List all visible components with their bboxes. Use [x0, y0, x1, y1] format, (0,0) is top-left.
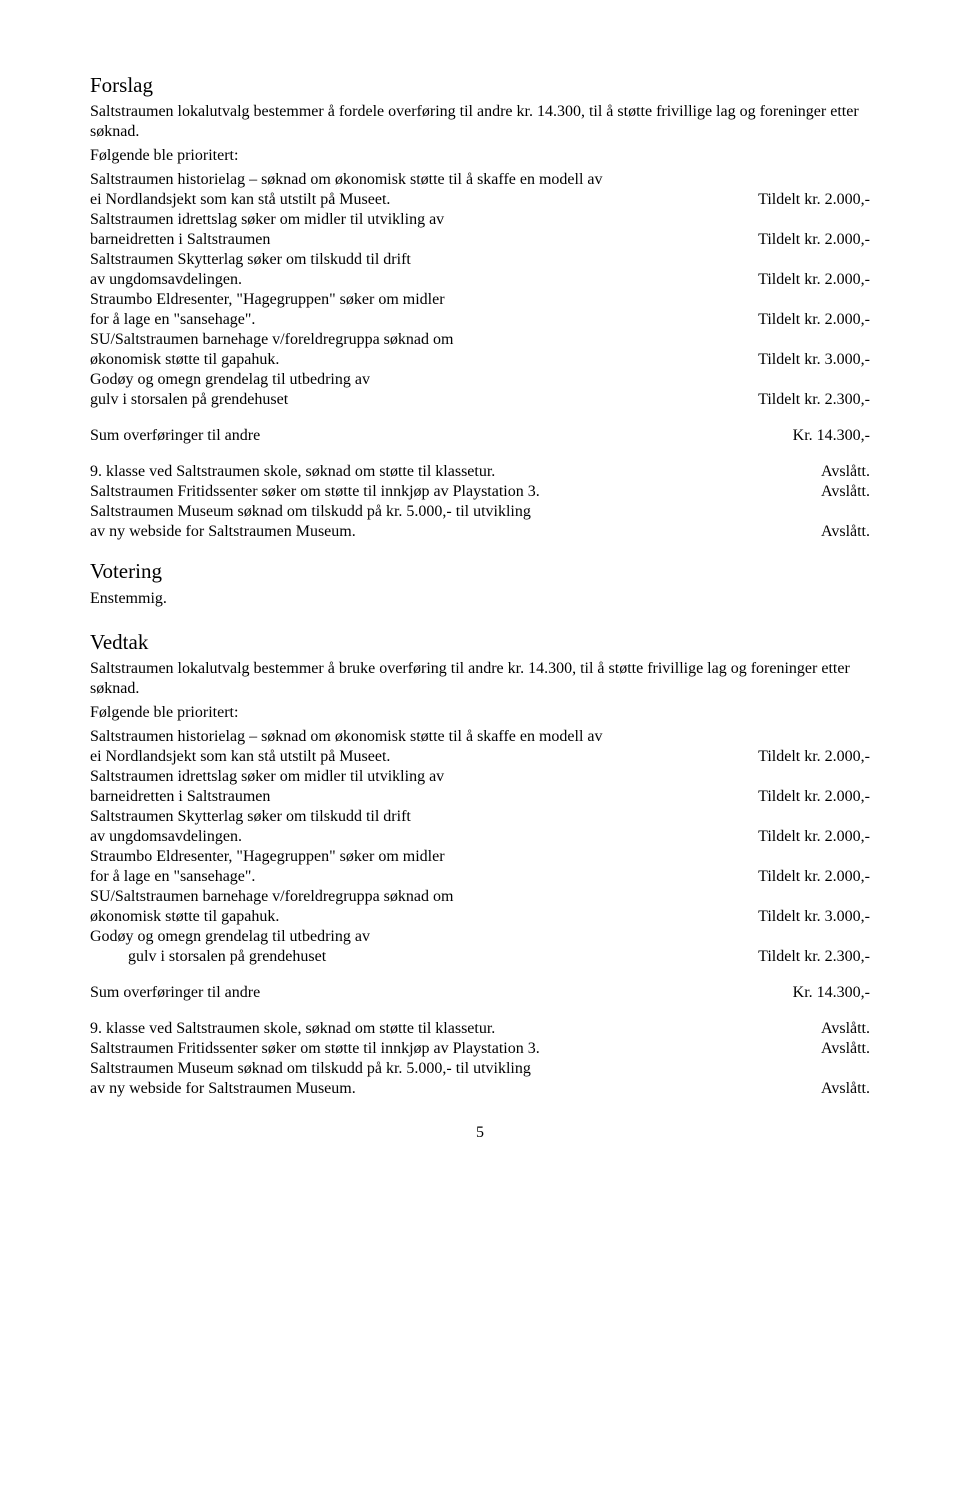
status: Avslått. — [801, 522, 870, 542]
text-line: økonomisk støtte til gapahuk. — [90, 350, 738, 370]
text-line: Straumbo Eldresenter, "Hagegruppen" søke… — [90, 847, 870, 867]
amount: Tildelt kr. 3.000,- — [738, 350, 870, 370]
text-line: Saltstraumen historielag – søknad om øko… — [90, 727, 870, 747]
heading-vedtak: Vedtak — [90, 629, 870, 655]
vedtak-item-4: SU/Saltstraumen barnehage v/foreldregrup… — [90, 887, 870, 927]
amount: Tildelt kr. 3.000,- — [738, 907, 870, 927]
vedtak-intro1: Saltstraumen lokalutvalg bestemmer å bru… — [90, 659, 870, 699]
forslag-rejected-0: 9. klasse ved Saltstraumen skole, søknad… — [90, 462, 870, 482]
text-line: Saltstraumen Skytterlag søker om tilskud… — [90, 250, 870, 270]
text-line: gulv i storsalen på grendehuset — [90, 390, 738, 410]
text-line: Saltstraumen idrettslag søker om midler … — [90, 210, 870, 230]
text-line: av ny webside for Saltstraumen Museum. — [90, 1079, 801, 1099]
vedtak-rejected-0: 9. klasse ved Saltstraumen skole, søknad… — [90, 1019, 870, 1039]
forslag-item-1: Saltstraumen idrettslag søker om midler … — [90, 210, 870, 250]
forslag-item-5: Godøy og omegn grendelag til utbedring a… — [90, 370, 870, 410]
amount: Tildelt kr. 2.300,- — [738, 947, 870, 967]
text-line: barneidretten i Saltstraumen — [90, 230, 738, 250]
text-line: 9. klasse ved Saltstraumen skole, søknad… — [90, 462, 801, 482]
text-line: ei Nordlandsjekt som kan stå utstilt på … — [90, 190, 738, 210]
amount: Tildelt kr. 2.300,- — [738, 390, 870, 410]
text-line: gulv i storsalen på grendehuset — [90, 947, 738, 967]
vedtak-item-1: Saltstraumen idrettslag søker om midler … — [90, 767, 870, 807]
forslag-sum: Sum overføringer til andre Kr. 14.300,- — [90, 426, 870, 446]
votering-text: Enstemmig. — [90, 589, 870, 609]
status: Avslått. — [801, 1019, 870, 1039]
amount: Tildelt kr. 2.000,- — [738, 230, 870, 250]
vedtak-item-3: Straumbo Eldresenter, "Hagegruppen" søke… — [90, 847, 870, 887]
heading-forslag: Forslag — [90, 72, 870, 98]
sum-amount: Kr. 14.300,- — [773, 983, 870, 1003]
text-line: Saltstraumen Museum søknad om tilskudd p… — [90, 1059, 870, 1079]
text-line: SU/Saltstraumen barnehage v/foreldregrup… — [90, 330, 870, 350]
text-line: Saltstraumen Fritidssenter søker om støt… — [90, 482, 801, 502]
text-line: Saltstraumen Museum søknad om tilskudd p… — [90, 502, 870, 522]
forslag-item-2: Saltstraumen Skytterlag søker om tilskud… — [90, 250, 870, 290]
amount: Tildelt kr. 2.000,- — [738, 867, 870, 887]
text-line: 9. klasse ved Saltstraumen skole, søknad… — [90, 1019, 801, 1039]
text-line: barneidretten i Saltstraumen — [90, 787, 738, 807]
text-line: Saltstraumen historielag – søknad om øko… — [90, 170, 870, 190]
amount: Tildelt kr. 2.000,- — [738, 270, 870, 290]
text-line: av ny webside for Saltstraumen Museum. — [90, 522, 801, 542]
text-line: Godøy og omegn grendelag til utbedring a… — [90, 370, 870, 390]
vedtak-sum: Sum overføringer til andre Kr. 14.300,- — [90, 983, 870, 1003]
text-line: Saltstraumen Fritidssenter søker om støt… — [90, 1039, 801, 1059]
text-line: Godøy og omegn grendelag til utbedring a… — [90, 927, 870, 947]
text-line: SU/Saltstraumen barnehage v/foreldregrup… — [90, 887, 870, 907]
forslag-intro2: Følgende ble prioritert: — [90, 146, 870, 166]
text-line: av ungdomsavdelingen. — [90, 827, 738, 847]
vedtak-item-5: Godøy og omegn grendelag til utbedring a… — [90, 927, 870, 967]
heading-votering: Votering — [90, 558, 870, 584]
status: Avslått. — [801, 1079, 870, 1099]
sum-label: Sum overføringer til andre — [90, 983, 773, 1003]
amount: Tildelt kr. 2.000,- — [738, 747, 870, 767]
status: Avslått. — [801, 1039, 870, 1059]
text-line: for å lage en "sansehage". — [90, 867, 738, 887]
forslag-intro1: Saltstraumen lokalutvalg bestemmer å for… — [90, 102, 870, 142]
text-line: Straumbo Eldresenter, "Hagegruppen" søke… — [90, 290, 870, 310]
amount: Tildelt kr. 2.000,- — [738, 190, 870, 210]
forslag-item-0: Saltstraumen historielag – søknad om øko… — [90, 170, 870, 210]
amount: Tildelt kr. 2.000,- — [738, 310, 870, 330]
vedtak-rejected-1: Saltstraumen Fritidssenter søker om støt… — [90, 1039, 870, 1059]
vedtak-rejected-2: Saltstraumen Museum søknad om tilskudd p… — [90, 1059, 870, 1099]
forslag-rejected-1: Saltstraumen Fritidssenter søker om støt… — [90, 482, 870, 502]
status: Avslått. — [801, 482, 870, 502]
text-line: Saltstraumen idrettslag søker om midler … — [90, 767, 870, 787]
vedtak-intro2: Følgende ble prioritert: — [90, 703, 870, 723]
text-line: av ungdomsavdelingen. — [90, 270, 738, 290]
text-line: økonomisk støtte til gapahuk. — [90, 907, 738, 927]
sum-label: Sum overføringer til andre — [90, 426, 773, 446]
amount: Tildelt kr. 2.000,- — [738, 787, 870, 807]
text-line: ei Nordlandsjekt som kan stå utstilt på … — [90, 747, 738, 767]
text-line: for å lage en "sansehage". — [90, 310, 738, 330]
vedtak-item-2: Saltstraumen Skytterlag søker om tilskud… — [90, 807, 870, 847]
amount: Tildelt kr. 2.000,- — [738, 827, 870, 847]
status: Avslått. — [801, 462, 870, 482]
forslag-item-4: SU/Saltstraumen barnehage v/foreldregrup… — [90, 330, 870, 370]
forslag-item-3: Straumbo Eldresenter, "Hagegruppen" søke… — [90, 290, 870, 330]
page-number: 5 — [90, 1123, 870, 1143]
sum-amount: Kr. 14.300,- — [773, 426, 870, 446]
text-line: Saltstraumen Skytterlag søker om tilskud… — [90, 807, 870, 827]
forslag-rejected-2: Saltstraumen Museum søknad om tilskudd p… — [90, 502, 870, 542]
vedtak-item-0: Saltstraumen historielag – søknad om øko… — [90, 727, 870, 767]
